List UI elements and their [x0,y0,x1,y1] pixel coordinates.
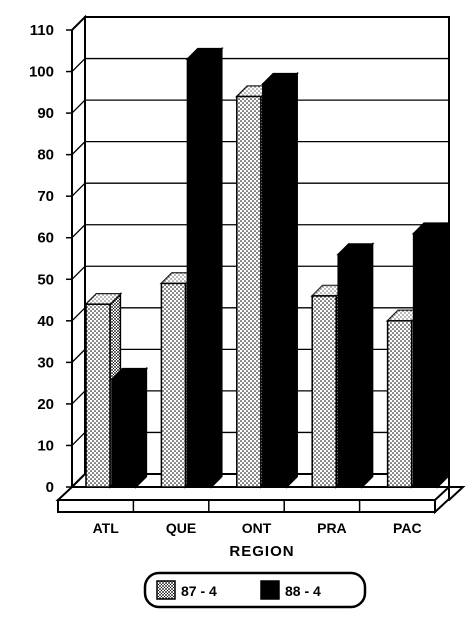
bar-que-series-2 [185,46,224,489]
gridline-side [71,16,86,31]
legend-label-series-2: 88 - 4 [285,583,321,599]
legend-label-series-1: 87 - 4 [181,583,217,599]
bar-side [436,221,449,489]
y-tick-label: 10 [37,437,54,454]
floor-slab [55,486,466,501]
bar-side [361,242,374,489]
gridline-side [71,224,86,239]
x-tick-label-ont: ONT [242,520,272,536]
bar-side [210,46,223,489]
floor-side [434,484,450,515]
y-tick-label: 100 [29,64,54,81]
bar-side [286,71,298,489]
bar-front [111,378,137,488]
gridline-side [71,265,86,280]
bar-front [311,295,337,488]
gridline-side [71,99,86,114]
bar-atl-series-2 [110,366,149,489]
y-tick-label: 30 [37,354,54,371]
legend-swatch-series-1 [156,580,176,600]
bar-pra-series-2 [336,242,375,489]
x-tick-label-pra: PRA [317,520,347,536]
y-tick-label: 40 [37,313,54,330]
y-tick-label: 20 [37,396,54,413]
gridline-side [71,431,86,446]
y-tick-label: 60 [37,230,54,247]
legend-swatch-series-2 [260,580,280,600]
x-tick-label-que: QUE [166,520,196,536]
legend-box [143,571,367,609]
y-axis-ticks: 0 10 20 30 40 50 60 70 80 90 100 110 [29,22,72,496]
x-tick-label-pac: PAC [393,520,422,536]
legend: 87 - 4 88 - 4 [143,571,367,609]
bar-front [85,303,111,488]
y-tick-label: 70 [37,188,54,205]
left-wall [71,14,86,490]
gridline-side [71,182,86,197]
y-tick-label: 110 [30,22,54,39]
gridline-side [71,307,86,322]
x-axis-title: REGION [229,543,294,560]
y-tick-label: 90 [37,105,54,122]
bar-front [337,253,363,488]
bar-top-texture [86,293,121,305]
bar-front [186,58,213,488]
bar-front [262,83,288,488]
bars [84,46,450,489]
x-axis-categories: ATL QUE ONT PRA PAC [93,500,422,536]
y-tick-label: 80 [37,147,54,164]
bar-front [236,95,262,488]
gridline-side [71,141,86,156]
y-tick-label: 0 [46,479,54,496]
gridline-side [71,348,86,363]
y-tick-label: 50 [37,271,54,288]
gridline-side [71,58,86,73]
bar-side [135,366,148,489]
bar-pac-series-2 [411,221,450,489]
floor-front [57,499,436,513]
bar-front [412,232,439,488]
bar-front [160,282,187,488]
bar-front [386,320,413,488]
gridline-side [71,473,86,488]
x-tick-label-atl: ATL [93,520,120,536]
gridline-side [71,390,86,405]
bar-ont-series-2 [260,71,300,489]
